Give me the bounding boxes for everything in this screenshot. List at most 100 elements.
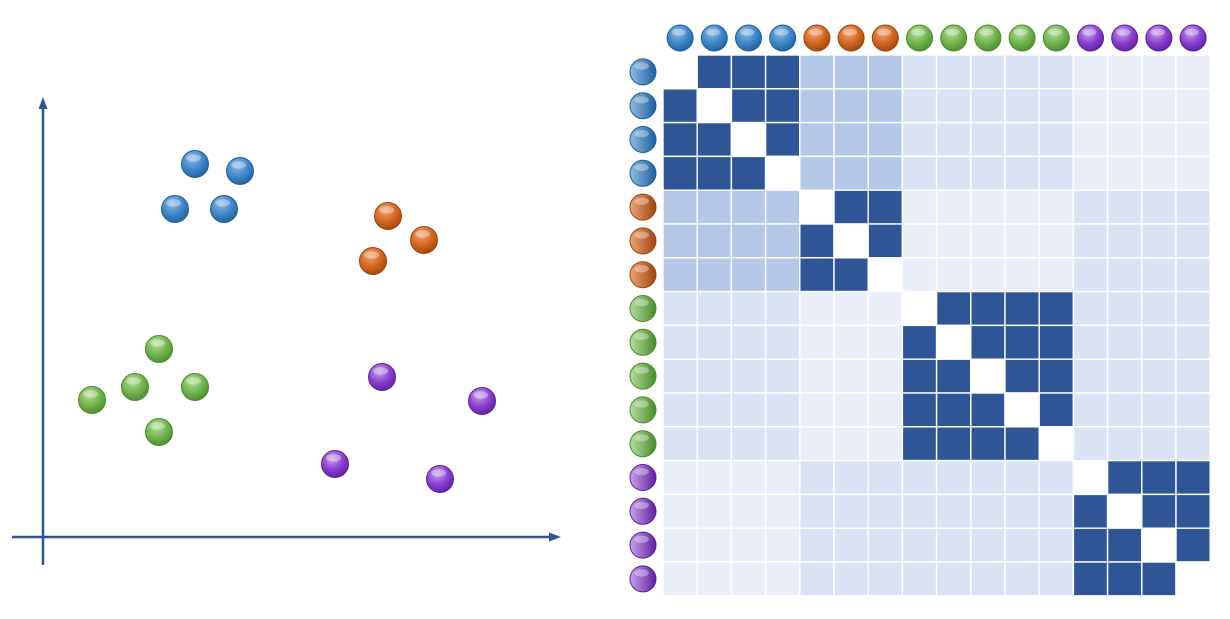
matrix-cell [1175, 527, 1211, 563]
matrix-cell [1175, 121, 1211, 158]
matrix-cell [901, 54, 938, 90]
matrix-cell [696, 358, 733, 394]
matrix-cell [662, 54, 698, 90]
matrix-cell [799, 88, 835, 124]
column-node-blue [700, 24, 728, 52]
column-node-blue [666, 24, 694, 52]
matrix-cell [1038, 257, 1075, 293]
matrix-cell [1106, 561, 1143, 597]
matrix-cell [662, 426, 698, 462]
row-node-purple [629, 565, 657, 593]
matrix-cell [799, 459, 835, 496]
row-node-green [629, 362, 657, 390]
column-node-green [1008, 24, 1036, 52]
matrix-cell [696, 392, 733, 428]
matrix-cell [970, 324, 1006, 360]
matrix-cell [662, 527, 698, 563]
matrix-cell [730, 189, 767, 225]
matrix-cell [1004, 561, 1040, 597]
matrix-cell [1004, 54, 1040, 90]
matrix-cell [1038, 54, 1075, 90]
matrix-cell [1106, 155, 1143, 191]
scatter-points [78, 150, 496, 493]
matrix-cell [833, 121, 869, 158]
matrix-cell [1004, 527, 1040, 563]
column-node-green [906, 24, 933, 52]
matrix-cell [1004, 189, 1040, 225]
matrix-cell [1106, 54, 1143, 90]
matrix-cell [935, 88, 972, 124]
matrix-cell [867, 54, 904, 90]
matrix-row-nodes [629, 58, 657, 593]
matrix-cell [1141, 561, 1177, 597]
matrix-cell [867, 257, 904, 293]
column-node-blue [735, 24, 762, 52]
row-node-purple [629, 531, 657, 559]
matrix-cell [662, 121, 698, 158]
matrix-cell [867, 189, 904, 225]
matrix-cell [1004, 121, 1040, 158]
matrix-cell [1106, 88, 1143, 124]
scatter-point-purple [368, 363, 396, 391]
matrix-cell [970, 527, 1006, 563]
y-axis-arrow-icon [38, 97, 48, 109]
matrix-cell [935, 561, 972, 597]
matrix-cell [1175, 88, 1211, 124]
matrix-cell [833, 88, 869, 124]
matrix-cell [764, 324, 801, 360]
matrix-cell [1106, 257, 1143, 293]
matrix-cell [730, 88, 767, 124]
matrix-cell [799, 561, 835, 597]
matrix-cell [1038, 290, 1075, 327]
matrix-cell [935, 223, 972, 259]
matrix-cell [867, 223, 904, 259]
matrix-cell [935, 493, 972, 529]
matrix-cell [764, 257, 801, 293]
row-node-purple [629, 497, 657, 525]
matrix-cell [764, 88, 801, 124]
matrix-cell [833, 189, 869, 225]
matrix-cell [1175, 392, 1211, 428]
matrix-cell [833, 392, 869, 428]
matrix-cell [1175, 493, 1211, 529]
matrix-cell [833, 358, 869, 394]
matrix-cell [1175, 155, 1211, 191]
column-node-purple [1179, 24, 1207, 52]
matrix-cell [1004, 290, 1040, 327]
matrix-cell [662, 392, 698, 428]
matrix-cell [662, 257, 698, 293]
matrix-cell [1072, 223, 1109, 259]
matrix-cell [901, 527, 938, 563]
matrix-cell [970, 493, 1006, 529]
matrix-cell [764, 392, 801, 428]
matrix-cell [662, 189, 698, 225]
matrix-cell [935, 324, 972, 360]
row-node-blue [629, 126, 657, 153]
matrix-cell [1141, 223, 1177, 259]
matrix-cell [833, 290, 869, 327]
matrix-cell [696, 324, 733, 360]
matrix-cell [970, 155, 1006, 191]
matrix-cell [901, 223, 938, 259]
matrix-cell [1175, 189, 1211, 225]
matrix-cell [799, 290, 835, 327]
matrix-cell [935, 358, 972, 394]
matrix-cells [662, 54, 1211, 597]
row-node-blue [629, 58, 657, 86]
matrix-cell [1072, 88, 1109, 124]
matrix-cell [730, 392, 767, 428]
matrix-cell [1038, 324, 1075, 360]
scatter-point-blue [181, 150, 209, 178]
matrix-cell [867, 324, 904, 360]
matrix-cell [764, 358, 801, 394]
row-node-green [629, 396, 657, 424]
matrix-cell [1004, 493, 1040, 529]
matrix-cell [1072, 561, 1109, 597]
matrix-cell [1141, 155, 1177, 191]
matrix-cell [1004, 223, 1040, 259]
matrix-cell [867, 121, 904, 158]
matrix-cell [730, 426, 767, 462]
matrix-cell [1106, 121, 1143, 158]
matrix-cell [1106, 189, 1143, 225]
